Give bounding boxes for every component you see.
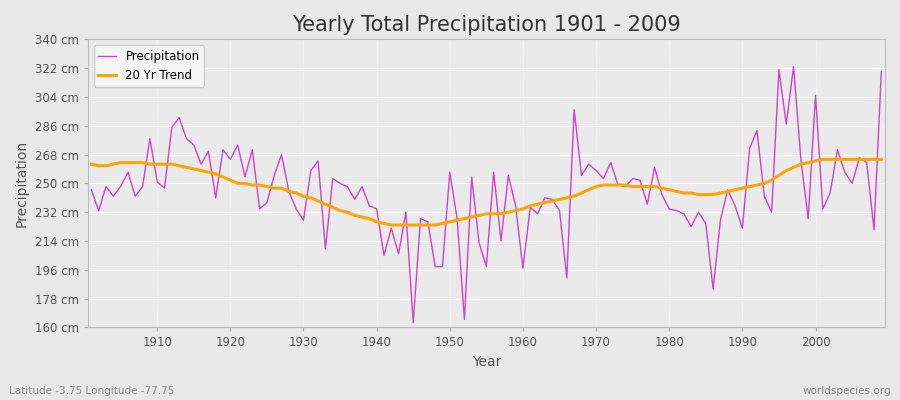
Precipitation [613,182,624,187]
Precipitation [305,168,316,173]
20 Yr Trend [86,162,97,166]
Line: 20 Yr Trend: 20 Yr Trend [92,159,881,225]
Precipitation [408,320,418,325]
20 Yr Trend [613,182,624,187]
X-axis label: Year: Year [472,355,501,369]
20 Yr Trend [817,157,828,162]
20 Yr Trend [349,213,360,218]
Title: Yearly Total Precipitation 1901 - 2009: Yearly Total Precipitation 1901 - 2009 [292,15,680,35]
Text: Latitude -3.75 Longitude -77.75: Latitude -3.75 Longitude -77.75 [9,386,175,396]
Legend: Precipitation, 20 Yr Trend: Precipitation, 20 Yr Trend [94,45,204,86]
20 Yr Trend [876,157,886,162]
Precipitation [349,197,360,202]
Precipitation [525,205,535,210]
Precipitation [86,187,97,192]
20 Yr Trend [525,203,535,208]
Precipitation [876,69,886,74]
Precipitation [788,64,799,69]
Y-axis label: Precipitation: Precipitation [15,140,29,227]
Precipitation [145,136,156,141]
20 Yr Trend [145,162,156,166]
Text: worldspecies.org: worldspecies.org [803,386,891,396]
Precipitation [518,266,528,270]
20 Yr Trend [305,195,316,200]
20 Yr Trend [386,222,397,227]
20 Yr Trend [518,206,528,211]
Line: Precipitation: Precipitation [92,66,881,323]
